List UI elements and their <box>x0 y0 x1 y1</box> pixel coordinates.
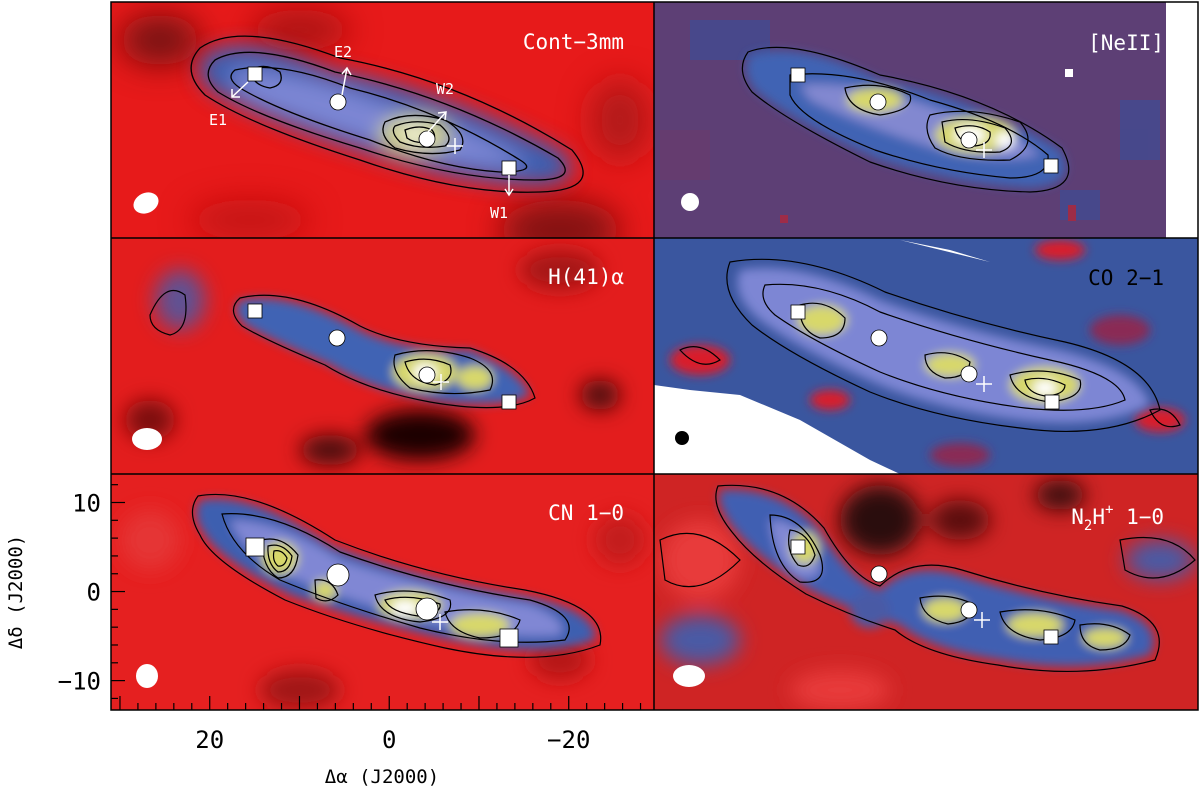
cross-marker <box>974 612 990 628</box>
y-tick-label: −10 <box>58 668 101 696</box>
circle-marker-w <box>415 597 439 621</box>
y-axis-label: Δδ (J2000) <box>5 535 27 649</box>
panel-title-n2h: N2H+ 1−0 <box>1071 502 1164 534</box>
x-tick-label: −20 <box>547 726 590 754</box>
circle-marker-e <box>870 565 888 583</box>
panel-n2h: N2H+ 1−0 <box>654 474 1198 710</box>
title-part-n: N <box>1071 505 1084 529</box>
circle-marker-w <box>418 366 436 384</box>
panel-cont-noise <box>120 10 650 238</box>
square-marker-w <box>501 394 517 410</box>
cross-marker <box>976 376 992 392</box>
panel-cont-contours <box>190 35 584 193</box>
x-axis-label: Δα (J2000) <box>325 766 439 788</box>
square-marker-w <box>501 160 517 176</box>
panel-title-co: CO 2−1 <box>1088 266 1164 290</box>
panel-h41-noise <box>125 250 620 465</box>
circle-marker-e <box>328 329 346 347</box>
panel-co: CO 2−1 <box>654 238 1198 474</box>
beam-ellipse <box>133 192 159 214</box>
square-marker-e <box>247 66 263 82</box>
square-marker-e <box>790 67 806 83</box>
panel-title-h41: H(41)α <box>548 265 624 289</box>
panel-cn-noise <box>120 510 645 710</box>
panel-title-neii: [NeII] <box>1088 31 1164 55</box>
square-marker-e <box>245 537 265 557</box>
panel-co-emission <box>737 268 1150 423</box>
panel-n2h-contours <box>659 484 1196 672</box>
y-tick-label: 10 <box>72 489 101 517</box>
marker-label-w1: W1 <box>490 204 508 222</box>
y-tick-label: 0 <box>87 579 101 607</box>
marker-label-e1: E1 <box>209 111 227 129</box>
beam-ellipse <box>136 664 158 688</box>
circle-marker-e <box>869 93 887 111</box>
x-tick-label: 20 <box>195 726 224 754</box>
panel-neii: [NeII] <box>654 2 1198 238</box>
circle-marker-e <box>870 329 888 347</box>
circle-marker-w <box>960 365 978 383</box>
beam-circle <box>681 193 699 211</box>
square-marker-e <box>790 539 806 555</box>
panel-frames <box>110 1 1199 711</box>
square-marker-w <box>1043 158 1059 174</box>
marker-label-e2: E2 <box>334 43 352 61</box>
square-marker-e <box>790 304 806 320</box>
circle-marker-w <box>418 130 436 148</box>
cross-marker <box>432 614 448 630</box>
square-marker-w <box>1043 629 1059 645</box>
circle-marker-e <box>329 93 347 111</box>
marker-label-w2: W2 <box>436 80 454 98</box>
x-tick-label: 0 <box>382 726 396 754</box>
circle-marker-w <box>960 601 978 619</box>
circle-marker-e <box>326 563 350 587</box>
panel-neii-contours <box>741 46 1070 193</box>
cross-marker <box>976 142 992 158</box>
title-part-h: H <box>1092 505 1105 529</box>
panel-n2h-noise <box>660 480 1195 710</box>
beam-ellipse <box>673 665 705 687</box>
panel-title-cn: CN 1−0 <box>548 501 624 525</box>
axes: 20 0 −20 10 0 −10 <box>58 484 642 754</box>
cross-marker <box>433 374 449 390</box>
panel-cn: CN 1−0 <box>111 474 654 710</box>
square-marker-e <box>247 303 263 319</box>
beam-circle <box>675 431 689 445</box>
panel-h41: H(41)α <box>111 238 654 474</box>
panel-title-cont: Cont−3mm <box>523 30 624 54</box>
panel-neii-blank-region <box>1166 2 1198 238</box>
title-part-rest: 1−0 <box>1113 505 1164 529</box>
cross-marker <box>447 138 463 154</box>
panel-neii-emission <box>746 50 1066 189</box>
panel-cont: E1 E2 W2 W1 Cont−3mm <box>111 2 654 238</box>
circle-marker-w <box>960 131 978 149</box>
square-marker-w <box>499 628 519 648</box>
marker-arrows <box>231 66 514 197</box>
title-part-sub: 2 <box>1084 518 1092 534</box>
beam-ellipse <box>132 428 162 450</box>
title-part-sup: + <box>1105 502 1113 518</box>
panel-co-noise <box>670 240 1185 467</box>
small-square-marker <box>1065 69 1073 77</box>
square-marker-w <box>1044 394 1060 410</box>
